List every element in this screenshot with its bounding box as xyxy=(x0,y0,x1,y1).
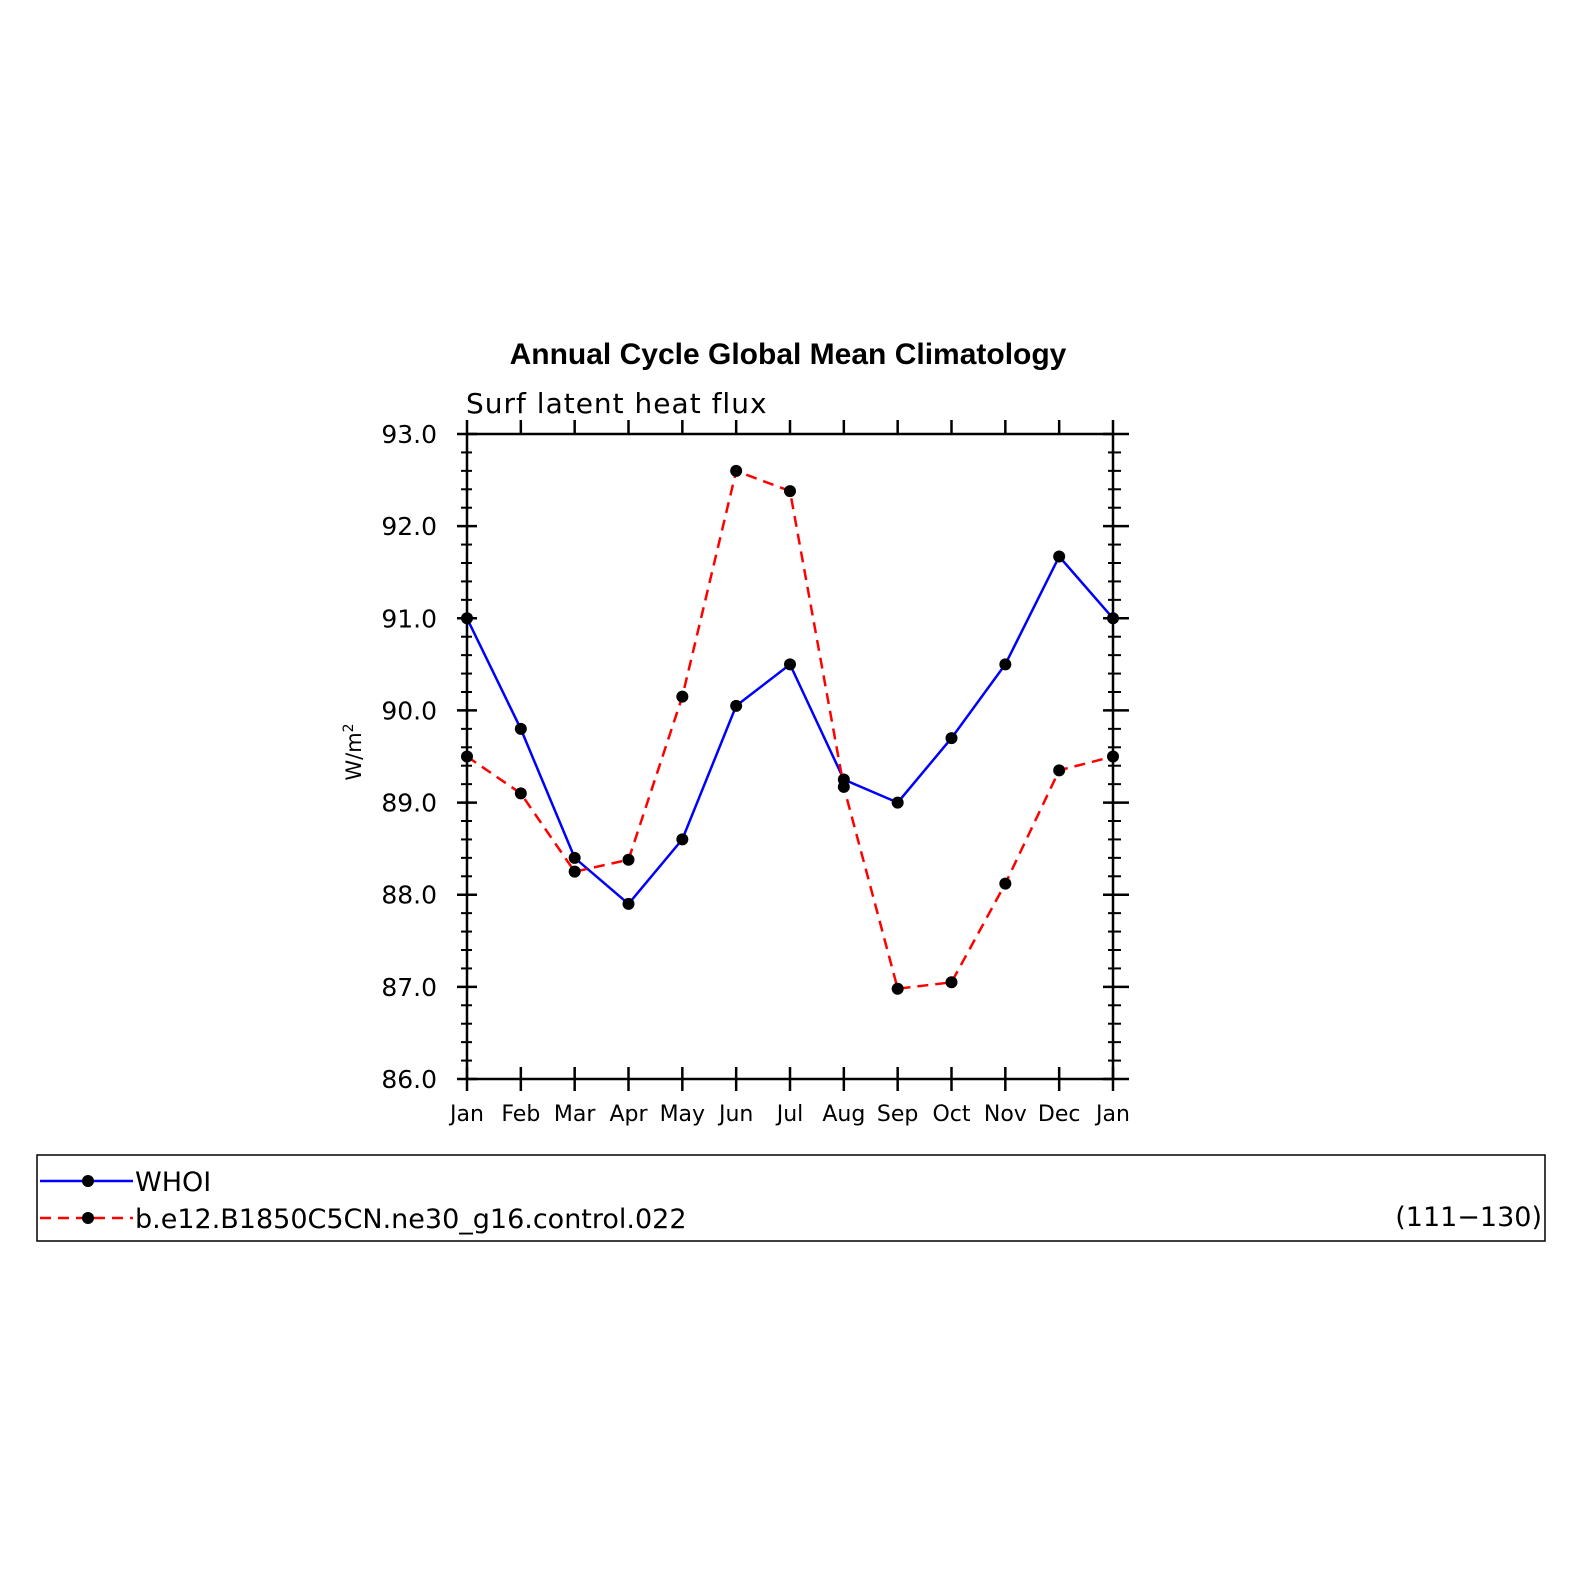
y-tick-label: 87.0 xyxy=(381,973,437,1002)
x-tick-label: Feb xyxy=(501,1102,540,1127)
series-1-marker xyxy=(568,851,581,864)
y-tick-label: 88.0 xyxy=(381,881,437,910)
x-tick-label: Sep xyxy=(877,1102,918,1127)
legend-label-1: WHOI xyxy=(135,1167,211,1198)
series-2-marker xyxy=(1107,750,1119,763)
plot-frame xyxy=(465,432,1115,1081)
series-2-marker xyxy=(461,750,473,763)
x-tick-label: Jun xyxy=(717,1102,753,1127)
series-2-marker xyxy=(891,982,904,995)
series-1-marker xyxy=(514,722,527,735)
series-2-marker xyxy=(1053,764,1066,777)
y-axis-label-unit: W/m xyxy=(342,732,366,780)
series-line-1 xyxy=(465,554,1114,906)
series-1-marker xyxy=(945,732,958,745)
chart-subtitle: Surf latent heat flux xyxy=(466,387,768,420)
series-2-marker xyxy=(568,865,581,878)
series-1-marker xyxy=(999,658,1012,671)
x-tick-label: Dec xyxy=(1038,1102,1081,1127)
y-tick-label: 93.0 xyxy=(381,420,437,449)
series-1-marker xyxy=(461,612,473,625)
series-2-marker xyxy=(999,877,1012,890)
y-tick-label: 92.0 xyxy=(381,512,437,541)
series-2-marker xyxy=(622,853,635,866)
series-2-marker xyxy=(837,780,850,793)
y-axis-label-exponent: 2 xyxy=(341,723,357,732)
y-tick-label: 89.0 xyxy=(381,789,437,818)
chart-title: Annual Cycle Global Mean Climatology xyxy=(510,338,1067,371)
x-tick-label: Jul xyxy=(775,1102,804,1127)
legend-marker-2 xyxy=(82,1212,94,1224)
series-line-2 xyxy=(466,469,1114,991)
legend-marker-1 xyxy=(82,1175,94,1187)
x-tick-label: May xyxy=(660,1102,705,1127)
x-tick-label: Jan xyxy=(1094,1102,1130,1127)
x-tick-label: Mar xyxy=(554,1102,596,1127)
legend-box xyxy=(36,1154,1546,1242)
series-group xyxy=(461,464,1119,995)
y-tick-label: 90.0 xyxy=(381,696,437,725)
y-tick-label: 91.0 xyxy=(381,604,437,633)
series-1-marker xyxy=(784,658,796,671)
y-axis-label: W/m2 xyxy=(341,723,366,780)
legend-label-2: b.e12.B1850C5CN.ne30_g16.control.022 xyxy=(135,1204,687,1235)
x-tick-label: Apr xyxy=(609,1102,648,1127)
series-1-marker xyxy=(1053,550,1066,563)
x-tick-label: Jan xyxy=(448,1102,484,1127)
series-2-marker xyxy=(730,464,743,477)
series-2-marker xyxy=(514,787,527,800)
x-tick-label: Nov xyxy=(984,1102,1027,1127)
series-1-marker xyxy=(891,796,904,809)
legend-period-label: (111−130) xyxy=(1395,1202,1542,1233)
x-tick-label: Aug xyxy=(822,1102,865,1127)
axes: Jan Feb Mar Apr May Jun Jul Aug Sep Oct Nov Dec Jan 8… xyxy=(381,420,1130,1127)
series-1-marker xyxy=(676,833,689,846)
legend: (111−130) WHOI b.e12.B1850C5CN.ne30_g16.c… xyxy=(36,1154,1546,1242)
series-2-marker xyxy=(676,690,689,703)
series-1-marker xyxy=(1107,612,1119,625)
y-tick-label: 86.0 xyxy=(381,1065,437,1094)
series-1-marker xyxy=(730,699,743,712)
series-2-marker xyxy=(784,485,796,498)
series-2-marker xyxy=(945,976,958,989)
series-1-marker xyxy=(622,897,635,910)
x-tick-label: Oct xyxy=(932,1102,970,1127)
